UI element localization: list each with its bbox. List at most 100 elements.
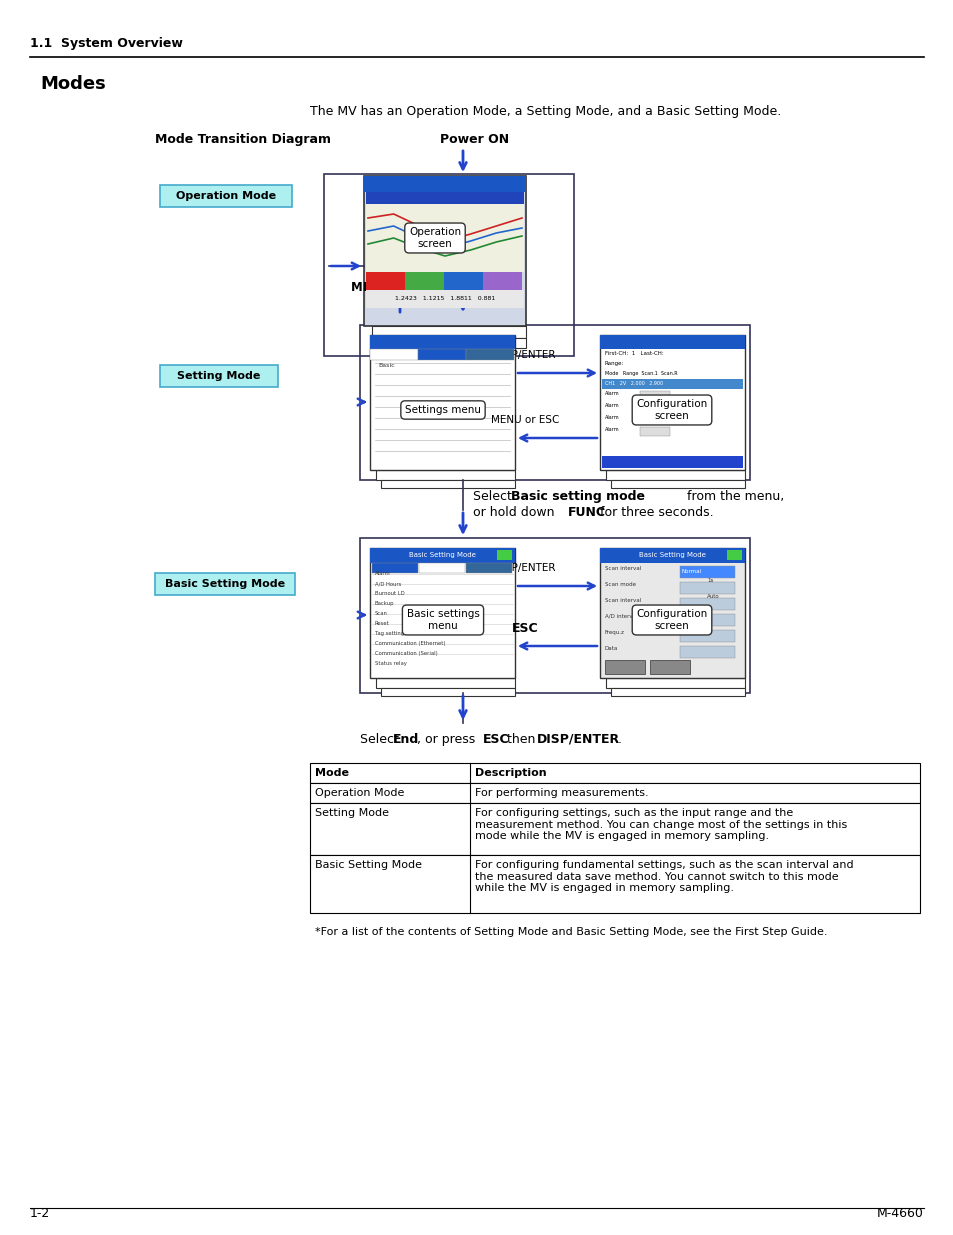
Text: Alarm: Alarm [604,403,619,408]
Bar [370,335,515,350]
Text: ESC: ESC [482,734,509,746]
Text: Basic settings
menu: Basic settings menu [406,609,479,631]
Text: *For a list of the contents of Setting Mode and Basic Setting Mode, see the Firs: *For a list of the contents of Setting M… [314,927,826,937]
Text: Scan interval: Scan interval [604,566,640,571]
Text: Setting Mode: Setting Mode [177,370,260,382]
Bar [639,391,669,400]
Bar [380,480,515,488]
Text: Basic Setting Mode: Basic Setting Mode [638,552,704,558]
Bar [726,550,741,559]
Text: Normal: Normal [681,569,701,574]
Bar [310,783,919,803]
Bar [310,803,919,855]
Bar [375,471,515,480]
Text: Burnout LD: Burnout LD [375,592,404,597]
Bar [599,335,744,350]
Text: 1.2423   1.1215   1.8811   0.881: 1.2423 1.1215 1.8811 0.881 [395,296,495,301]
Text: Basic: Basic [377,363,395,368]
Bar [359,325,749,480]
Bar [604,659,644,674]
Bar [366,290,523,308]
Text: Description: Description [475,768,546,778]
Bar [639,415,669,424]
Bar [372,326,525,338]
Bar [599,548,744,563]
Text: Frequ.z: Frequ.z [604,630,624,635]
Bar [601,379,742,389]
Bar [679,566,734,578]
Bar [679,614,734,626]
Text: Basic Setting Mode: Basic Setting Mode [165,579,285,589]
Bar [599,335,744,471]
Text: Backup: Backup [375,601,395,606]
Text: Auto: Auto [706,594,719,599]
Bar [364,177,525,191]
Bar [679,582,734,594]
Text: Alarm: Alarm [375,571,391,576]
Bar [370,548,515,678]
Bar [380,688,515,697]
Text: DISP/ENTER: DISP/ENTER [537,734,619,746]
Text: for three seconds.: for three seconds. [596,506,713,519]
Text: For configuring settings, such as the input range and the
measurement method. Yo: For configuring settings, such as the in… [475,808,846,841]
Text: The MV has an Operation Mode, a Setting Mode, and a Basic Setting Mode.: The MV has an Operation Mode, a Setting … [310,105,781,119]
Bar [154,573,294,595]
Text: Operation
screen: Operation screen [409,227,460,248]
Text: For performing measurements.: For performing measurements. [475,788,648,798]
Text: MENU: MENU [464,289,504,301]
Text: 1.1  System Overview: 1.1 System Overview [30,37,183,49]
Text: FUNC: FUNC [567,506,605,519]
Text: Alarm: Alarm [604,415,619,420]
Text: First-CH:  1   Last-CH:: First-CH: 1 Last-CH: [604,351,663,356]
Text: then: then [502,734,538,746]
Bar [599,548,744,678]
Bar [605,471,744,480]
Bar [310,855,919,913]
Bar [417,350,465,359]
Bar [370,350,417,359]
Bar [605,678,744,688]
Text: A/D intervals: A/D intervals [604,614,639,619]
Bar [310,763,919,783]
Text: Select: Select [359,734,402,746]
Text: Power ON: Power ON [439,133,509,146]
Text: MENU or ESC: MENU or ESC [490,415,558,425]
Text: .: . [618,734,621,746]
Text: Mode: Mode [314,768,349,778]
Text: A/D Hours: A/D Hours [375,580,401,585]
Bar [649,659,689,674]
Text: Range:: Range: [604,361,623,366]
Bar [375,678,515,688]
Text: or hold down: or hold down [473,506,558,519]
Bar [465,563,512,573]
Text: Settings menu: Settings menu [405,405,480,415]
Text: Alarm: Alarm [604,391,619,396]
Text: Tag setting: Tag setting [375,631,404,636]
Bar [482,272,521,290]
Bar [639,427,669,436]
Text: 1-2: 1-2 [30,1207,51,1220]
Text: Data: Data [604,646,618,651]
Text: Communication (Serial): Communication (Serial) [375,651,437,656]
Text: Reset: Reset [375,621,390,626]
Bar [405,272,443,290]
Text: DISP/ENTER: DISP/ENTER [494,350,556,359]
Bar [359,538,749,693]
Bar [377,338,525,348]
Text: For configuring fundamental settings, such as the scan interval and
the measured: For configuring fundamental settings, su… [475,860,853,893]
Text: Basic Setting Mode: Basic Setting Mode [314,860,421,869]
Text: from the menu,: from the menu, [682,490,783,503]
Bar [679,630,734,642]
Bar [679,598,734,610]
Text: Mode   Range  Scan.1  Scan.R: Mode Range Scan.1 Scan.R [604,370,677,375]
Text: Scan: Scan [375,611,388,616]
Text: Setting Mode: Setting Mode [314,808,389,818]
Text: Operation Mode: Operation Mode [175,191,275,201]
Bar [418,563,464,573]
Text: Status relay: Status relay [375,661,406,666]
Bar [639,403,669,412]
Text: CH1   2V   2.000   2.900: CH1 2V 2.000 2.900 [604,382,662,387]
Bar [160,185,292,207]
Bar [366,191,523,272]
Bar [601,456,742,468]
